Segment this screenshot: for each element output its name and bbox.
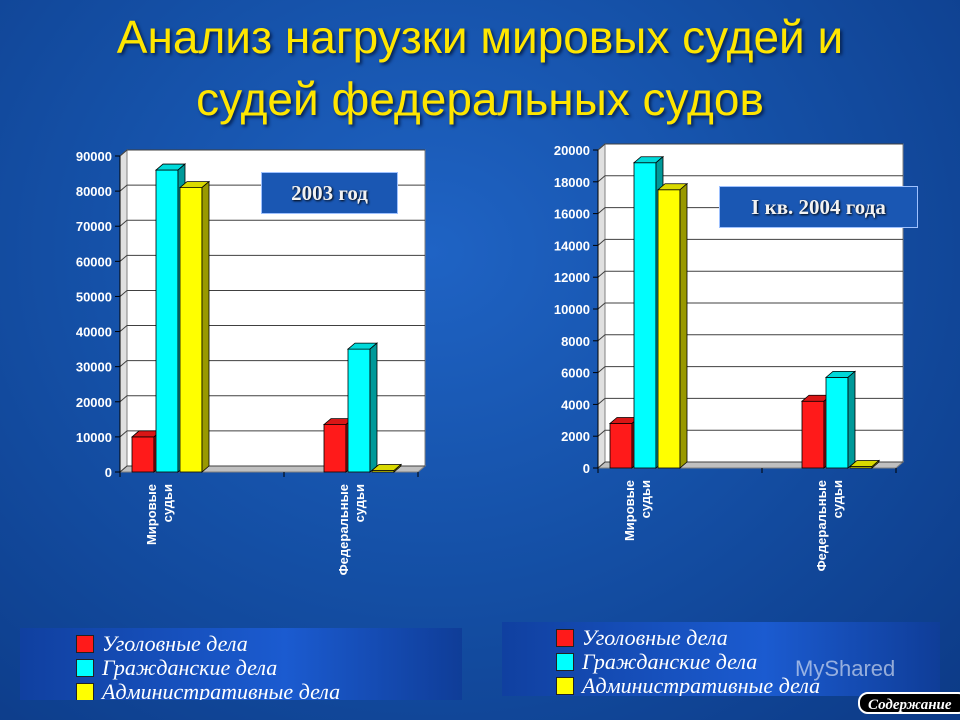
- title-line-1: Анализ нагрузки мировых судей и: [116, 11, 844, 63]
- y-tick-label: 18000: [554, 175, 590, 190]
- bar-front: [657, 189, 681, 469]
- gridline: [119, 325, 425, 332]
- gridline: [119, 149, 425, 157]
- bar: [848, 459, 881, 469]
- x-category-label: судьи: [160, 484, 175, 522]
- x-category-label: судьи: [638, 480, 653, 518]
- title-line-2: судей федеральных судов: [196, 73, 764, 125]
- legend-swatch-criminal: [556, 629, 574, 647]
- legend-item-civil: Гражданские дела: [556, 650, 757, 674]
- y-tick-label: 16000: [554, 207, 590, 222]
- y-tick-label: 14000: [554, 238, 590, 253]
- legend-2004q1: Уголовные дела Гражданские дела Админист…: [502, 622, 940, 696]
- y-tick-label: 2000: [561, 429, 590, 444]
- gridline: [597, 270, 903, 278]
- gridline: [597, 175, 903, 183]
- bar: [824, 370, 857, 469]
- chart-2003-title: 2003 год: [261, 172, 398, 214]
- chart-2004q1-title: I кв. 2004 года: [719, 186, 918, 228]
- bar-side: [679, 182, 688, 469]
- y-tick-label: 20000: [554, 143, 590, 158]
- y-tick-label: 40000: [76, 325, 112, 340]
- y-tick-label: 80000: [76, 184, 112, 199]
- gridline: [119, 219, 425, 227]
- legend-item-civil: Гражданские дела: [76, 656, 277, 680]
- y-tick-label: 8000: [561, 334, 590, 349]
- y-tick-label: 70000: [76, 219, 112, 234]
- chart-2004q1-svg: 0 2000 4000 6000 8000 10000 12000 14000 16000 180…: [554, 142, 905, 571]
- bar: [370, 463, 403, 473]
- y-tick-label: 90000: [76, 149, 112, 164]
- y-tick-label: 20000: [76, 395, 112, 410]
- gridline: [119, 360, 425, 368]
- legend-item-admin: Административные дела: [76, 680, 340, 700]
- chart-2003: 0 10000 20000 30000 40000 50000 60000 70000 8000…: [0, 0, 480, 620]
- legend-swatch-civil: [76, 659, 94, 677]
- y-tick-label: 12000: [554, 270, 590, 285]
- gridline: [119, 395, 425, 403]
- gridline: [597, 366, 903, 373]
- gridline: [119, 254, 425, 262]
- y-tick-label: 60000: [76, 254, 112, 269]
- y-tick-label: 0: [105, 465, 112, 480]
- watermark: MyShared: [795, 656, 896, 681]
- bar-side: [847, 370, 856, 469]
- legend-item-criminal: Уголовные дела: [556, 626, 728, 650]
- bar-front: [633, 162, 657, 469]
- bar-side: [871, 459, 880, 469]
- bar-side: [393, 463, 402, 473]
- contents-button[interactable]: Содержание: [858, 692, 960, 714]
- legend-swatch-civil: [556, 653, 574, 671]
- legend-swatch-admin: [556, 677, 574, 695]
- x-category-label: Федеральные: [336, 484, 351, 575]
- bar-front: [801, 400, 825, 469]
- bar-front: [825, 376, 849, 469]
- y-tick-label: 6000: [561, 366, 590, 381]
- x-category-label: судьи: [352, 484, 367, 522]
- x-category-label: Мировые: [144, 484, 159, 545]
- gridline: [119, 289, 425, 297]
- bar: [656, 182, 689, 469]
- legend-2003: Уголовные дела Гражданские дела Админист…: [20, 628, 462, 700]
- gridline: [597, 143, 903, 151]
- bar: [178, 180, 211, 473]
- y-tick-label: 10000: [554, 302, 590, 317]
- y-tick-label: 30000: [76, 360, 112, 375]
- y-tick-label: 0: [583, 461, 590, 476]
- y-tick-label: 10000: [76, 430, 112, 445]
- bar-front: [609, 423, 633, 469]
- legend-swatch-criminal: [76, 635, 94, 653]
- bar-side: [201, 180, 210, 473]
- gridline: [597, 334, 903, 342]
- legend-swatch-admin: [76, 683, 94, 700]
- x-category-label: Мировые: [622, 480, 637, 541]
- x-category-label: Федеральные: [814, 480, 829, 571]
- y-tick-label: 50000: [76, 289, 112, 304]
- chart-2004q1: 0 2000 4000 6000 8000 10000 12000 14000 16000 180…: [554, 142, 918, 571]
- y-tick-label: 4000: [561, 397, 590, 412]
- gridline: [597, 397, 903, 405]
- gridline: [597, 302, 903, 310]
- x-category-label: судьи: [830, 480, 845, 518]
- bar: [346, 342, 379, 473]
- page-title: Анализ нагрузки мировых судей и судей фе…: [0, 6, 960, 130]
- gridline: [597, 238, 903, 246]
- legend-item-admin: Административные дела: [556, 674, 820, 696]
- legend-item-criminal: Уголовные дела: [76, 632, 248, 656]
